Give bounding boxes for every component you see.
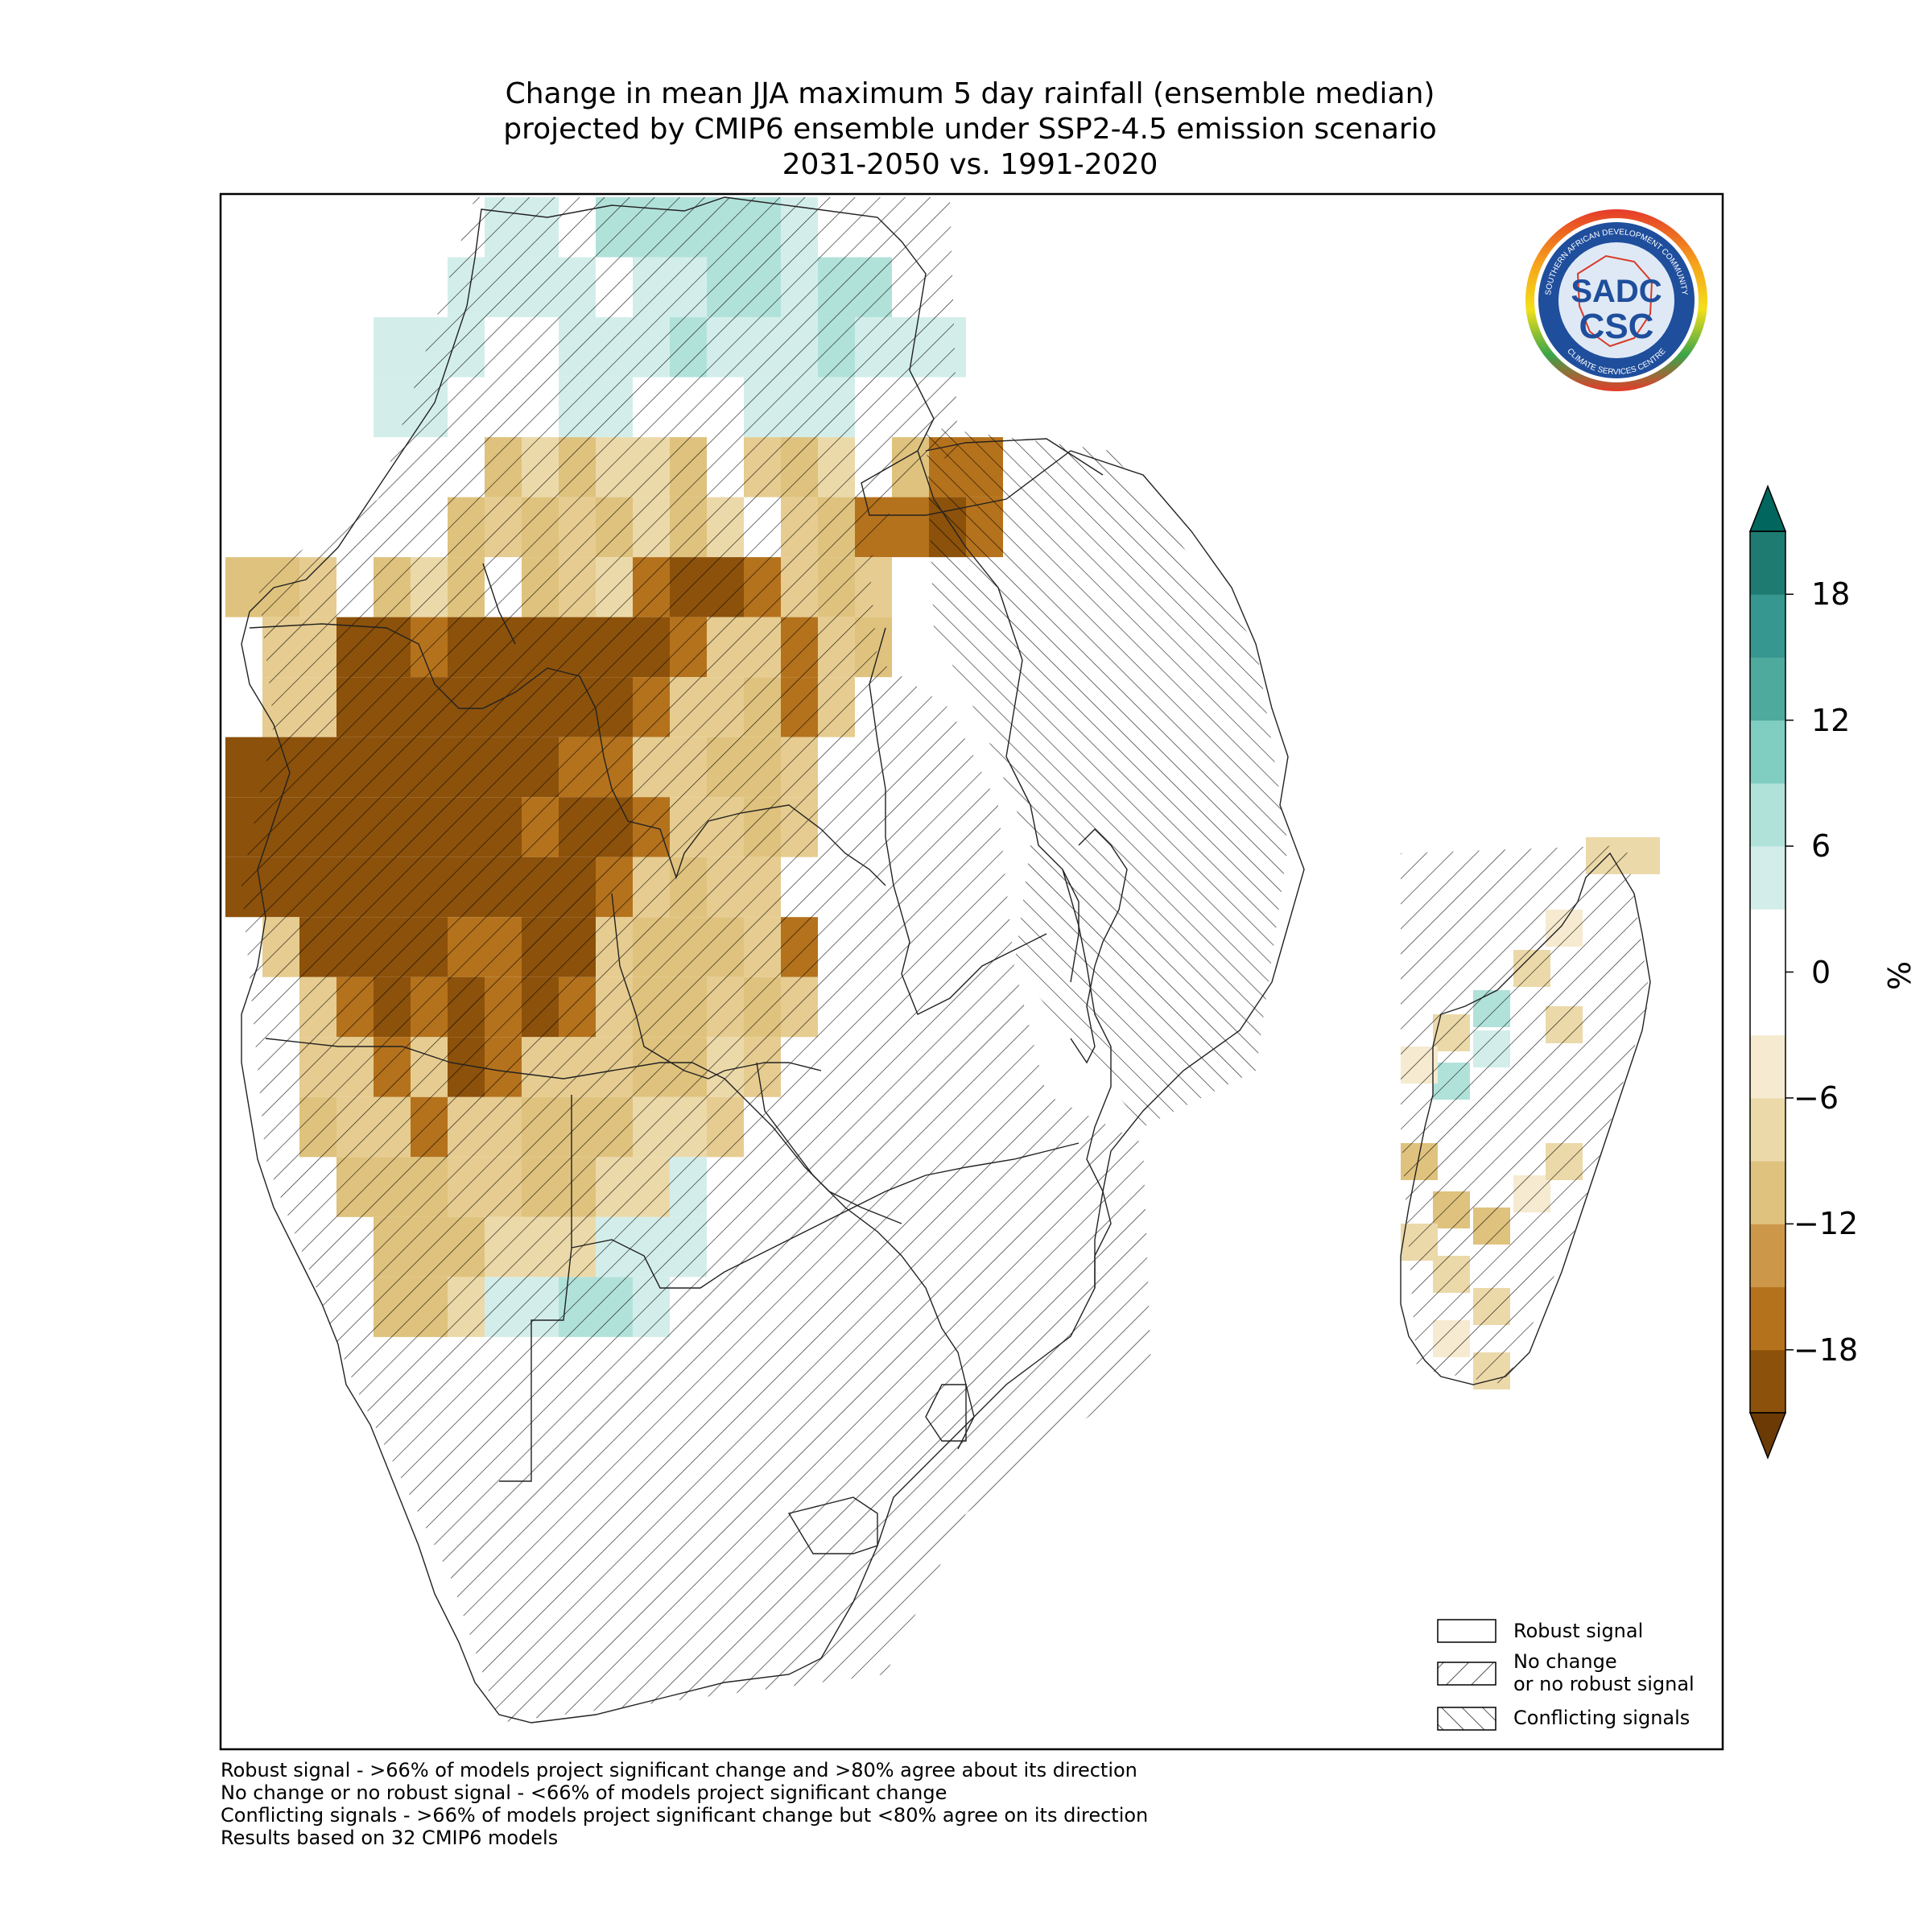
colorbar-extend-max (1748, 484, 1787, 532)
colorbar-segment (1750, 909, 1785, 972)
border-3 (611, 893, 822, 1080)
border-14 (1070, 828, 1128, 1064)
no-robust-signal-hatch (242, 197, 1151, 1723)
colorbar-tick-label: 0 (1811, 954, 1831, 990)
footnote-2: No change or no robust signal - <66% of … (221, 1781, 947, 1804)
border-9 (571, 1142, 1080, 1289)
colorbar-extend-min (1748, 1412, 1787, 1460)
title-line-2: projected by CMIP6 ensemble under SSP2-4… (503, 113, 1437, 146)
colorbar-unit-label: % (1882, 960, 1918, 991)
madagascar-outline (1400, 852, 1651, 1385)
title-line-3: 2031-2050 vs. 1991-2020 (782, 148, 1158, 181)
colorbar-segment (1750, 1034, 1785, 1099)
coastline-mainland (241, 196, 1305, 1724)
legend-label-no-change-2: or no robust signal (1513, 1673, 1695, 1695)
logo-sadc-text: SADC (1571, 274, 1662, 309)
map-frame (219, 192, 1724, 1751)
border-5 (917, 450, 1080, 983)
border-11 (1062, 869, 1112, 1288)
legend-swatch-no-change (1437, 1662, 1496, 1686)
robustness-hatching (242, 197, 1650, 1723)
border-8 (499, 1095, 572, 1482)
coastline-madagascar (1400, 852, 1651, 1385)
colorbar-segment (1750, 657, 1785, 721)
logo-csc-text: CSC (1579, 307, 1654, 346)
no-robust-signal-hatch (1401, 845, 1650, 1385)
border-13 (787, 1496, 878, 1554)
border-12 (925, 1384, 967, 1442)
colorbar-segment (1750, 1224, 1785, 1288)
colorbar-tick-label: −6 (1794, 1080, 1839, 1116)
colorbar-tick-label: 18 (1811, 576, 1851, 613)
colorbar-segment (1750, 1161, 1785, 1224)
colorbar (1748, 484, 1794, 1460)
footnote-1: Robust signal - >66% of models project s… (221, 1759, 1137, 1781)
legend-swatch-robust (1437, 1619, 1496, 1643)
sadc-csc-logo: SADC CSC SOUTHERN AFRICAN DEVELOPMENT CO… (1525, 209, 1707, 391)
title-line-1: Change in mean JJA maximum 5 day rainfal… (505, 77, 1435, 110)
footnote-4: Results based on 32 CMIP6 models (221, 1827, 559, 1849)
grid-cell (225, 557, 262, 617)
conflicting-signal-hatch (926, 427, 1288, 1127)
grid-cell (892, 497, 929, 558)
chart-title: Change in mean JJA maximum 5 day rainfal… (217, 76, 1723, 183)
legend-label-no-change-1: No change (1513, 1650, 1617, 1673)
legend-swatch-conflicting (1437, 1707, 1496, 1731)
border-1 (249, 623, 886, 886)
border-6 (925, 438, 1104, 476)
colorbar-tick-label: 6 (1811, 828, 1831, 865)
colorbar-segment (1750, 594, 1785, 658)
footnote-3: Conflicting signals - >66% of models pro… (221, 1804, 1149, 1827)
country-borders (241, 196, 1305, 1724)
colorbar-tick-label: 12 (1811, 702, 1851, 738)
legend-label-robust: Robust signal (1513, 1620, 1644, 1642)
colorbar-tick-label: −18 (1794, 1331, 1859, 1368)
legend-label-conflicting: Conflicting signals (1513, 1707, 1690, 1729)
grid-cell (374, 317, 411, 378)
grid-cell (225, 737, 262, 798)
footnotes: Robust signal - >66% of models project s… (221, 1759, 1148, 1849)
colorbar-segment (1750, 846, 1785, 910)
colorbar-segment (1750, 1286, 1785, 1351)
border-4 (869, 627, 1047, 1015)
border-7 (482, 563, 516, 645)
colorbar-segment (1750, 720, 1785, 784)
colorbar-segment (1750, 972, 1785, 1036)
colorbar-segment (1750, 531, 1785, 595)
colorbar-segment (1750, 782, 1785, 847)
colorbar-segment (1750, 1349, 1785, 1414)
colorbar-tick-label: −12 (1794, 1206, 1859, 1242)
colorbar-segment (1750, 1097, 1785, 1162)
hatch-legend (1437, 1619, 1496, 1731)
